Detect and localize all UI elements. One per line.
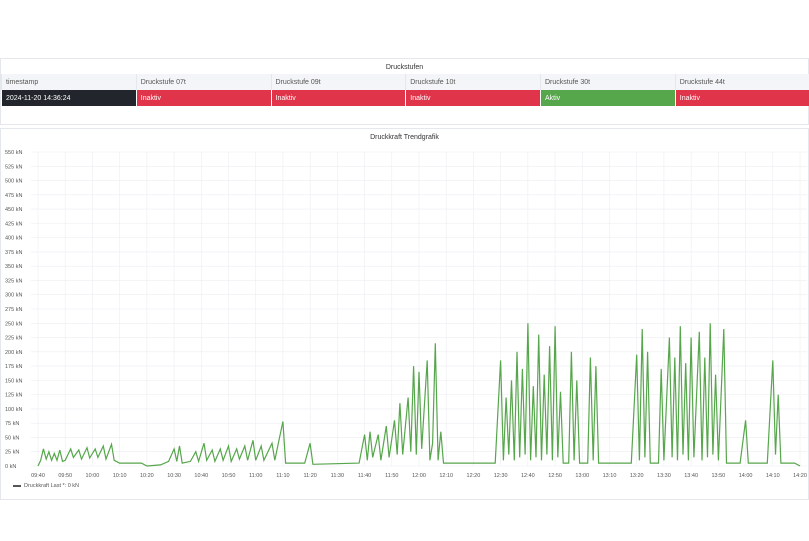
y-tick-label: 525 kN [5,164,22,170]
x-tick-label: 11:20 [303,473,316,479]
x-tick-label: 12:20 [467,473,481,479]
column-header[interactable]: Druckstufe 09t [270,74,406,90]
y-tick-label: 75 kN [5,421,19,427]
y-tick-label: 125 kN [5,393,22,399]
status-table: timestamp Druckstufe 07t Druckstufe 09t … [1,74,809,106]
y-tick-label: 450 kN [5,207,22,213]
legend-text: Druckkraft Last *: 0 kN [24,483,80,489]
x-tick-label: 11:50 [385,473,398,479]
x-tick-label: 09:50 [58,473,72,479]
x-tick-label: 14:20 [793,473,807,479]
y-tick-label: 200 kN [5,350,22,356]
table-row: 2024-11-20 14:36:24 Inaktiv Inaktiv Inak… [1,90,809,106]
x-tick-label: 13:10 [603,473,617,479]
column-header[interactable]: timestamp [1,74,137,90]
table-header: timestamp Druckstufe 07t Druckstufe 09t … [1,74,809,90]
x-tick-label: 10:50 [222,473,236,479]
x-tick-label: 11:00 [249,473,262,479]
x-tick-label: 13:40 [684,473,698,479]
x-tick-label: 13:20 [630,473,644,479]
panel-title: Druckstufen [385,64,424,71]
y-tick-label: 400 kN [5,236,22,242]
y-tick-label: 275 kN [5,307,22,313]
x-tick-label: 11:30 [331,473,344,479]
x-tick-label: 10:40 [194,473,208,479]
status-cell: Inaktiv [674,90,809,106]
x-tick-label: 13:00 [575,473,589,479]
x-tick-label: 11:10 [276,473,289,479]
x-tick-label: 10:00 [86,473,100,479]
x-tick-label: 13:30 [657,473,671,479]
series-line-druckkraft [37,323,801,467]
status-cell: Inaktiv [270,90,406,106]
y-tick-label: 475 kN [5,193,22,199]
y-tick-label: 25 kN [5,450,19,456]
chart-title: Druckkraft Trendgrafik [370,134,439,141]
x-tick-label: 12:10 [439,473,453,479]
x-tick-label: 12:30 [494,473,508,479]
legend-swatch [13,484,21,487]
column-header[interactable]: Druckstufe 44t [674,74,809,90]
druckstufen-panel: Druckstufen timestamp Druckstufe 07t Dru… [0,58,809,125]
x-tick-label: 12:00 [412,473,426,479]
trend-chart: 0 kN 25 kN 50 kN 75 kN 100 kN 125 kN 150 kN 175… [5,150,807,479]
y-tick-label: 100 kN [5,407,22,413]
y-tick-label: 0 kN [5,464,16,470]
status-cell: Aktiv [540,90,676,106]
trend-chart-panel: Druckkraft Trendgrafik 0 kN 25 kN 50 kN 75 … [0,128,809,500]
column-header[interactable]: Druckstufe 10t [405,74,541,90]
status-cell: Inaktiv [405,90,541,106]
y-tick-label: 425 kN [5,221,22,227]
chart-legend[interactable]: Druckkraft Last *: 0 kN [13,483,79,489]
column-header[interactable]: Druckstufe 07t [135,74,271,90]
x-tick-label: 10:10 [113,473,127,479]
y-tick-label: 325 kN [5,278,22,284]
y-tick-label: 175 kN [5,364,22,370]
y-tick-label: 500 kN [5,179,22,185]
x-tick-label: 14:00 [739,473,753,479]
x-tick-label: 09:40 [31,473,45,479]
y-tick-label: 375 kN [5,250,22,256]
x-tick-label: 12:40 [521,473,535,479]
y-tick-label: 225 kN [5,336,22,342]
status-cell: Inaktiv [135,90,271,106]
y-tick-label: 550 kN [5,150,22,156]
y-tick-label: 50 kN [5,435,19,441]
x-tick-label: 10:30 [167,473,181,479]
x-tick-label: 14:10 [766,473,780,479]
column-header[interactable]: Druckstufe 30t [540,74,676,90]
x-tick-label: 11:40 [358,473,371,479]
x-tick-label: 13:50 [711,473,725,479]
x-tick-label: 12:50 [548,473,562,479]
x-tick-label: 10:20 [140,473,154,479]
y-tick-label: 250 kN [5,321,22,327]
timestamp-cell: 2024-11-20 14:36:24 [1,90,137,106]
y-tick-label: 350 kN [5,264,22,270]
y-tick-label: 300 kN [5,293,22,299]
y-tick-label: 150 kN [5,378,22,384]
